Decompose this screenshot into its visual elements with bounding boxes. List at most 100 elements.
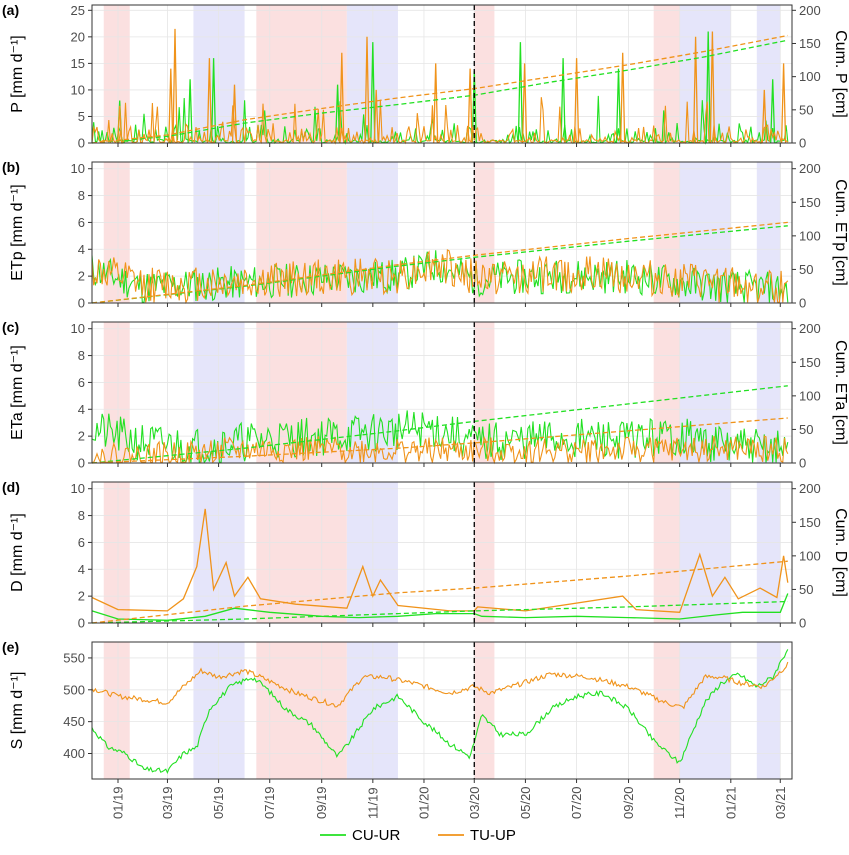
series-tu-up-daily	[91, 508, 789, 613]
panel-label: (e)	[2, 639, 19, 655]
pink-period-band	[474, 5, 495, 143]
y2-tick-label: 150	[799, 515, 821, 530]
blue-period-band	[193, 5, 245, 143]
y2-tick-label: 200	[799, 481, 821, 496]
series-tu-up-cumulative	[91, 34, 788, 144]
series-tu-up-peak	[521, 63, 528, 144]
legend: CU-UR TU-UP	[320, 827, 516, 844]
y2-axis-title: Cum. ETa [cm]	[832, 340, 849, 445]
y-tick-label: 550	[63, 650, 85, 665]
series-cu-ur-cumulative	[91, 225, 788, 304]
blue-period-band	[756, 482, 781, 623]
pink-period-band	[256, 642, 347, 779]
y-tick-label: 10	[71, 481, 85, 496]
y-tick-label: 20	[71, 29, 85, 44]
series-tu-up-peak	[433, 63, 439, 144]
y2-tick-label: 50	[799, 262, 813, 277]
blue-period-band	[193, 322, 245, 463]
y-tick-label: 0	[78, 296, 85, 311]
pink-period-band	[653, 322, 680, 463]
x-tick-label: 03/19	[160, 786, 175, 819]
y2-tick-label: 100	[799, 228, 821, 243]
y-tick-label: 4	[78, 242, 85, 257]
pink-period-band	[474, 162, 495, 303]
series-cu-ur-peak	[517, 42, 524, 144]
y2-axis-title: Cum. D [cm]	[832, 508, 849, 597]
x-tick-label: 01/21	[723, 786, 738, 819]
series-cu-ur-cumulative	[91, 385, 788, 464]
pink-period-band	[103, 322, 130, 463]
pink-period-band	[256, 482, 347, 623]
y2-axis-title: Cum. P [cm]	[832, 30, 849, 118]
pink-period-band	[653, 5, 680, 143]
blue-period-band	[193, 482, 245, 623]
y2-tick-label: 200	[799, 321, 821, 336]
series-tu-up-peak	[206, 58, 213, 144]
series-tu-up-peak	[467, 68, 473, 144]
y-axis-title: ETa [mm d⁻¹]	[9, 345, 26, 440]
y2-tick-label: 150	[799, 195, 821, 210]
y2-tick-label: 50	[799, 582, 813, 597]
panel-frame	[91, 4, 793, 144]
y2-tick-label: 50	[799, 102, 813, 117]
y-tick-label: 500	[63, 682, 85, 697]
y-tick-label: 5	[78, 109, 85, 124]
series-tu-up-peak	[780, 63, 787, 144]
x-tick-label: 09/20	[621, 786, 636, 819]
x-tick-label: 03/20	[467, 786, 482, 819]
series-tu-up-daily	[91, 249, 789, 305]
legend-label: TU-UP	[470, 827, 516, 844]
x-axis: 01/19 03/19 05/19 07/19 09/19 11/19 01/20 03/20…	[110, 786, 787, 819]
y2-tick-label: 100	[799, 69, 821, 84]
pink-period-band	[474, 482, 495, 623]
x-tick-label: 05/19	[211, 786, 226, 819]
panel-label: (d)	[2, 479, 20, 495]
y-axis-title: S [mm d⁻¹]	[9, 672, 26, 750]
blue-period-band	[756, 162, 781, 303]
panel-label: (c)	[2, 319, 19, 335]
blue-period-band	[346, 322, 398, 463]
y2-tick-label: 0	[799, 296, 806, 311]
y-tick-label: 10	[71, 161, 85, 176]
y-tick-label: 6	[78, 535, 85, 550]
series-cu-ur-peak	[370, 42, 376, 144]
x-tick-label: 07/19	[262, 786, 277, 819]
y-tick-label: 2	[78, 429, 85, 444]
series-tu-up-peak	[231, 84, 238, 144]
y-tick-label: 0	[78, 456, 85, 471]
y2-tick-label: 0	[799, 616, 806, 631]
series-cu-ur-peak	[210, 58, 217, 144]
blue-period-band	[193, 642, 245, 779]
y2-tick-label: 100	[799, 548, 821, 563]
panel-label: (b)	[2, 159, 20, 175]
pink-period-band	[474, 642, 495, 779]
pink-period-band	[256, 5, 347, 143]
y-tick-label: 8	[78, 188, 85, 203]
series-tu-up-peak	[761, 89, 767, 144]
y2-tick-label: 200	[799, 3, 821, 18]
series-cu-ur-daily	[91, 649, 789, 774]
y-tick-label: 0	[78, 616, 85, 631]
series-tu-up-peak	[373, 89, 379, 144]
panel-label: (a)	[2, 2, 19, 18]
series-cu-ur-cumulative	[91, 600, 788, 624]
series-cu-ur-cumulative	[91, 39, 788, 144]
y-tick-label: 2	[78, 589, 85, 604]
series-tu-up-cumulative	[91, 417, 788, 464]
x-tick-label: 09/19	[314, 786, 329, 819]
y2-tick-label: 50	[799, 422, 813, 437]
series-cu-ur-daily	[91, 593, 789, 621]
y-tick-label: 10	[71, 321, 85, 336]
x-tick-label: 11/19	[365, 787, 380, 819]
x-tick-label: 05/20	[518, 786, 533, 819]
y2-tick-label: 150	[799, 355, 821, 370]
y-axis-title: D [mm d⁻¹]	[9, 513, 26, 592]
blue-period-band	[756, 642, 781, 779]
grid	[92, 482, 792, 624]
series-tu-up-peak	[620, 52, 626, 144]
y-axis-title: P [mm d⁻¹]	[9, 35, 26, 113]
y2-tick-label: 0	[799, 456, 806, 471]
series-tu-up-peak	[117, 105, 123, 144]
